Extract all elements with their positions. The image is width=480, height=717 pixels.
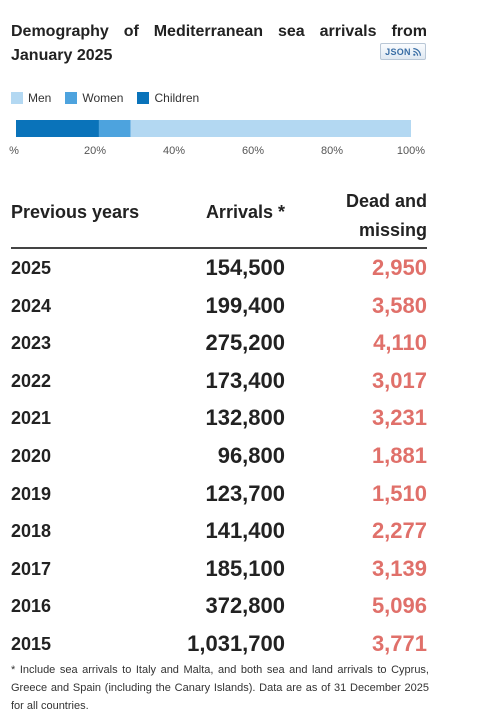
dead-missing-cell: 4,110 xyxy=(373,330,427,356)
arrivals-cell: 185,100 xyxy=(205,555,285,581)
arrivals-cell: 173,400 xyxy=(205,367,285,393)
table-row: 2022 173,400 3,017 xyxy=(11,362,427,399)
x-tick-label: 80% xyxy=(321,145,343,157)
dead-missing-cell: 3,139 xyxy=(371,555,427,581)
x-tick-label: 100% xyxy=(397,145,425,157)
legend-item-women[interactable]: Women xyxy=(65,91,123,105)
bar-segment-men[interactable] xyxy=(130,120,412,137)
rss-feed-icon xyxy=(413,47,421,56)
year-cell: 2018 xyxy=(11,521,52,542)
stacked-bar-chart: % 20% 40% 60% 80% 100% xyxy=(9,120,425,157)
table-row: 2018 141,400 2,277 xyxy=(11,512,427,549)
legend-swatch xyxy=(11,92,23,104)
legend-label: Children xyxy=(154,91,200,105)
year-cell: 2019 xyxy=(11,483,52,504)
table-row: 2019 123,700 1,510 xyxy=(11,475,427,512)
json-export-button[interactable]: JSON xyxy=(380,43,426,60)
table-row: 2025 154,500 2,950 xyxy=(11,249,427,286)
arrivals-cell: 123,700 xyxy=(205,480,285,506)
legend-item-men[interactable]: Men xyxy=(11,91,51,105)
arrivals-cell: 275,200 xyxy=(205,330,285,356)
year-cell: 2025 xyxy=(11,258,52,278)
table-row: 2021 132,800 3,231 xyxy=(11,399,427,436)
dead-missing-cell: 3,771 xyxy=(371,631,427,656)
x-tick-label: 20% xyxy=(84,145,106,157)
arrivals-cell: 141,400 xyxy=(205,518,285,544)
arrivals-cell: 154,500 xyxy=(205,255,285,280)
bar-segment-women[interactable] xyxy=(98,120,131,137)
x-tick-label: 40% xyxy=(163,145,185,157)
header-arrivals: Arrivals * xyxy=(205,202,285,222)
bar-segment-children[interactable] xyxy=(16,120,99,137)
year-cell: 2020 xyxy=(11,446,52,466)
dead-missing-cell: 3,580 xyxy=(371,292,427,318)
table-row: 2017 185,100 3,139 xyxy=(11,550,427,587)
year-cell: 2021 xyxy=(11,408,52,429)
legend-item-children[interactable]: Children xyxy=(137,91,199,105)
table-header: Previous years Arrivals * Dead and missi… xyxy=(11,185,427,249)
json-button-label: JSON xyxy=(385,46,411,57)
x-tick-label: % xyxy=(9,145,19,157)
footnote: * Include sea arrivals to Italy and Malt… xyxy=(11,664,429,712)
table-row: 2020 96,800 1,881 xyxy=(11,437,427,474)
dead-missing-cell: 3,231 xyxy=(371,405,427,431)
year-cell: 2023 xyxy=(11,333,52,354)
table-row: 2016 372,800 5,096 xyxy=(11,587,427,624)
table-row: 2023 275,200 4,110 xyxy=(11,324,427,361)
year-cell: 2022 xyxy=(11,370,52,391)
dead-missing-cell: 1,510 xyxy=(371,480,427,506)
chart-legend: Men Women Children xyxy=(11,90,213,106)
legend-label: Men xyxy=(28,91,52,105)
dead-missing-cell: 5,096 xyxy=(371,593,427,619)
header-dead-and-missing: Dead and missing xyxy=(345,191,427,240)
table-row: 2015 1,031,700 3,771 xyxy=(11,625,427,662)
dead-missing-cell: 2,950 xyxy=(371,255,427,280)
table-row: 2024 199,400 3,580 xyxy=(11,287,427,324)
arrivals-cell: 372,800 xyxy=(205,593,285,619)
dead-missing-cell: 1,881 xyxy=(371,443,427,468)
arrivals-cell: 132,800 xyxy=(205,405,285,431)
year-cell: 2016 xyxy=(11,596,52,617)
year-cell: 2024 xyxy=(11,295,52,316)
legend-label: Women xyxy=(82,91,124,105)
year-cell: 2017 xyxy=(11,558,52,579)
arrivals-cell: 96,800 xyxy=(217,443,285,468)
dead-missing-cell: 2,277 xyxy=(371,518,427,544)
legend-swatch xyxy=(137,92,150,104)
arrivals-cell: 1,031,700 xyxy=(187,631,285,656)
x-tick-label: 60% xyxy=(242,145,264,157)
legend-swatch xyxy=(65,92,78,104)
year-cell: 2015 xyxy=(11,634,52,654)
dead-missing-cell: 3,017 xyxy=(371,367,427,393)
arrivals-cell: 199,400 xyxy=(205,292,285,318)
header-previous-years: Previous years xyxy=(11,202,140,222)
chart-title: Demography of Mediterranean sea arrivals… xyxy=(11,23,427,64)
